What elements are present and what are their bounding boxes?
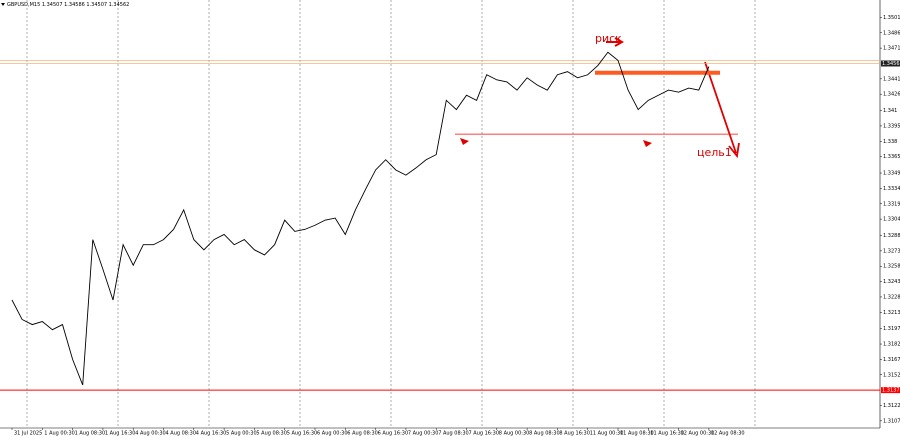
x-tick-label: 5 Aug 00:30 bbox=[226, 431, 257, 437]
symbol-icon bbox=[1, 3, 5, 6]
chart-title: GBPUSD,M15 1.34507 1.34586 1.34507 1.345… bbox=[7, 2, 129, 8]
y-tick-label: 1.3182 bbox=[883, 342, 900, 348]
y-tick-label: 1.3501 bbox=[883, 15, 900, 21]
y-tick-label: 1.3213 bbox=[883, 310, 900, 316]
x-tick-label: 6 Aug 08:30 bbox=[347, 431, 378, 437]
y-tick-label: 1.3288 bbox=[883, 233, 900, 239]
x-tick-label: 8 Aug 00:30 bbox=[499, 431, 530, 437]
y-tick-label: 1.3228 bbox=[883, 294, 900, 300]
annotation: цель1 bbox=[697, 146, 732, 159]
y-tick-label: 1.3426 bbox=[883, 92, 900, 98]
y-tick-label: 1.3304 bbox=[883, 217, 900, 223]
x-tick-label: 4 Aug 00:30 bbox=[135, 431, 166, 437]
annotation-arrow bbox=[606, 37, 625, 47]
x-tick-label: 31 Jul 2025 bbox=[14, 431, 42, 437]
x-tick-label: 8 Aug 08:30 bbox=[529, 431, 560, 437]
y-tick-label: 1.3334 bbox=[883, 186, 900, 192]
price-label-bg bbox=[881, 387, 900, 394]
x-tick-label: 7 Aug 00:30 bbox=[408, 431, 439, 437]
annotation-arrow bbox=[704, 61, 740, 159]
x-tick-label: 4 Aug 08:30 bbox=[166, 431, 197, 437]
y-tick-label: 1.3395 bbox=[883, 123, 900, 129]
x-tick-label: 1 Aug 16:30 bbox=[105, 431, 136, 437]
y-tick-label: 1.3243 bbox=[883, 279, 900, 285]
x-tick-label: 11 Aug 00:30 bbox=[590, 431, 624, 437]
x-tick-label: 1 Aug 00:30 bbox=[44, 431, 75, 437]
y-tick-label: 1.3152 bbox=[883, 372, 900, 378]
y-tick-label: 1.3365 bbox=[883, 154, 900, 160]
y-tick-label: 1.338 bbox=[883, 139, 897, 145]
y-tick-label: 1.3122 bbox=[883, 403, 900, 409]
y-tick-label: 1.3319 bbox=[883, 201, 900, 207]
x-tick-label: 12 Aug 08:30 bbox=[711, 431, 745, 437]
y-tick-label: 1.341 bbox=[883, 108, 897, 114]
x-tick-label: 1 Aug 08:30 bbox=[75, 431, 106, 437]
y-tick-label: 1.3258 bbox=[883, 264, 900, 270]
x-tick-label: 8 Aug 16:30 bbox=[559, 431, 590, 437]
annotation: риск bbox=[595, 32, 622, 45]
x-tick-label: 7 Aug 08:30 bbox=[438, 431, 469, 437]
price-label: 1.3456 bbox=[882, 61, 900, 67]
y-tick-label: 1.3197 bbox=[883, 326, 900, 332]
x-tick-label: 11 Aug 08:30 bbox=[620, 431, 654, 437]
y-tick-label: 1.3107 bbox=[883, 418, 900, 424]
price-label-bg bbox=[881, 60, 900, 67]
x-tick-label: 4 Aug 16:30 bbox=[196, 431, 227, 437]
y-tick-label: 1.3441 bbox=[883, 76, 900, 82]
y-tick-label: 1.3471 bbox=[883, 46, 900, 52]
y-tick-label: 1.3167 bbox=[883, 357, 900, 363]
x-tick-label: 7 Aug 16:30 bbox=[469, 431, 500, 437]
price-line bbox=[11, 51, 710, 386]
price-label: 1.3137 bbox=[882, 388, 900, 394]
y-tick-label: 1.3273 bbox=[883, 248, 900, 254]
x-tick-label: 11 Aug 16:30 bbox=[650, 431, 684, 437]
x-tick-label: 6 Aug 16:30 bbox=[378, 431, 409, 437]
x-tick-label: 5 Aug 08:30 bbox=[256, 431, 287, 437]
x-tick-label: 5 Aug 16:30 bbox=[287, 431, 318, 437]
y-tick-label: 1.3349 bbox=[883, 171, 900, 177]
x-tick-label: 6 Aug 00:30 bbox=[317, 431, 348, 437]
y-tick-label: 1.3486 bbox=[883, 30, 900, 36]
x-tick-label: 12 Aug 00:30 bbox=[681, 431, 715, 437]
